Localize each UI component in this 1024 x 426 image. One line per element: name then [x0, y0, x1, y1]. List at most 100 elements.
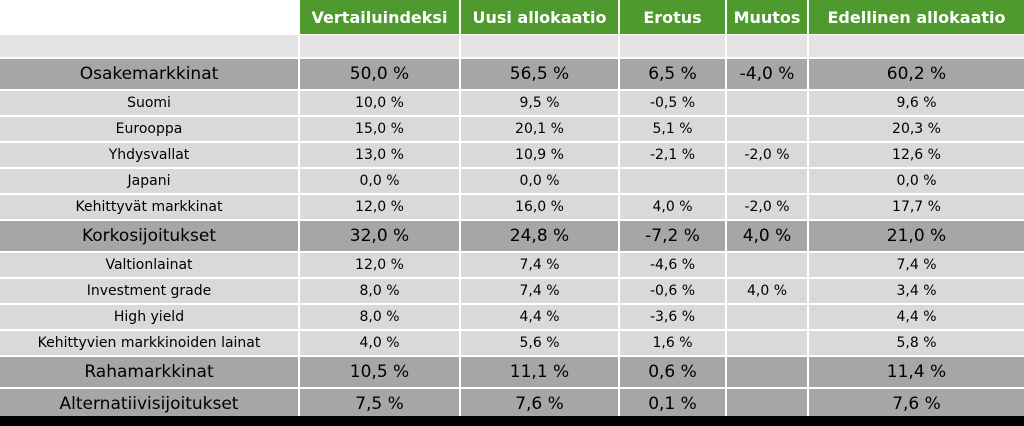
group-row: Rahamarkkinat 10,5 % 11,1 % 0,6 % 11,4 % — [0, 356, 1024, 389]
cell-category: Suomi — [0, 90, 300, 117]
cell-erotus: 6,5 % — [619, 58, 727, 91]
cell-muutos — [726, 116, 809, 143]
cell-vertailuindeksi: 10,0 % — [299, 90, 461, 117]
table-row: Investment grade 8,0 % 7,4 % -0,6 % 4,0 % 3,4… — [0, 278, 1024, 305]
cell-category: Alternatiivisijoitukset — [0, 388, 300, 421]
cell-edellinen-allokaatio: 4,4 % — [808, 304, 1024, 331]
cell-muutos — [726, 252, 809, 279]
cell-erotus: 4,0 % — [619, 194, 727, 221]
cell-vertailuindeksi: 50,0 % — [299, 58, 461, 91]
cell-category: Japani — [0, 168, 300, 195]
cell-vertailuindeksi: 10,5 % — [299, 356, 461, 389]
cell-uusi-allokaatio: 7,4 % — [460, 278, 620, 305]
cell-edellinen-allokaatio: 17,7 % — [808, 194, 1024, 221]
table-row: Valtionlainat 12,0 % 7,4 % -4,6 % 7,4 % — [0, 252, 1024, 279]
cell-uusi-allokaatio: 0,0 % — [460, 168, 620, 195]
cell-muutos — [726, 168, 809, 195]
header-erotus: Erotus — [619, 0, 727, 35]
cell-uusi-allokaatio: 16,0 % — [460, 194, 620, 221]
cell-category: Eurooppa — [0, 116, 300, 143]
cell-category: High yield — [0, 304, 300, 331]
cell-edellinen-allokaatio — [808, 34, 1024, 59]
table-row: Kehittyvien markkinoiden lainat 4,0 % 5,6 … — [0, 330, 1024, 357]
cell-muutos — [726, 304, 809, 331]
cell-vertailuindeksi: 12,0 % — [299, 194, 461, 221]
cell-uusi-allokaatio: 5,6 % — [460, 330, 620, 357]
cell-category: Kehittyvät markkinat — [0, 194, 300, 221]
cell-category: Rahamarkkinat — [0, 356, 300, 389]
cell-muutos — [726, 388, 809, 421]
cell-erotus: -3,6 % — [619, 304, 727, 331]
spacer-row — [0, 34, 1024, 59]
cell-uusi-allokaatio: 9,5 % — [460, 90, 620, 117]
cell-uusi-allokaatio: 20,1 % — [460, 116, 620, 143]
cell-erotus: -2,1 % — [619, 142, 727, 169]
header-uusi-allokaatio: Uusi allokaatio — [460, 0, 620, 35]
cell-erotus: 5,1 % — [619, 116, 727, 143]
group-row: Korkosijoitukset 32,0 % 24,8 % -7,2 % 4,0 % 2… — [0, 220, 1024, 253]
table-row: Eurooppa 15,0 % 20,1 % 5,1 % 20,3 % — [0, 116, 1024, 143]
group-row: Osakemarkkinat 50,0 % 56,5 % 6,5 % -4,0 % 60,… — [0, 58, 1024, 91]
cell-edellinen-allokaatio: 7,4 % — [808, 252, 1024, 279]
cell-erotus: 0,6 % — [619, 356, 727, 389]
cell-erotus: -4,6 % — [619, 252, 727, 279]
cell-muutos — [726, 330, 809, 357]
table-header: Vertailuindeksi Uusi allokaatio Erotus M… — [0, 0, 1024, 35]
cell-muutos: 4,0 % — [726, 278, 809, 305]
cell-uusi-allokaatio: 56,5 % — [460, 58, 620, 91]
cell-edellinen-allokaatio: 3,4 % — [808, 278, 1024, 305]
cell-vertailuindeksi: 8,0 % — [299, 304, 461, 331]
table-body: Osakemarkkinat 50,0 % 56,5 % 6,5 % -4,0 % 60,… — [0, 34, 1024, 421]
cell-erotus — [619, 168, 727, 195]
cell-erotus: 0,1 % — [619, 388, 727, 421]
cell-erotus — [619, 34, 727, 59]
cell-muutos — [726, 34, 809, 59]
cell-edellinen-allokaatio: 12,6 % — [808, 142, 1024, 169]
cell-vertailuindeksi: 32,0 % — [299, 220, 461, 253]
bottom-bar — [0, 416, 1024, 426]
header-vertailuindeksi: Vertailuindeksi — [299, 0, 461, 35]
header-cell-empty — [0, 0, 300, 35]
cell-edellinen-allokaatio: 9,6 % — [808, 90, 1024, 117]
cell-muutos — [726, 90, 809, 117]
cell-category: Korkosijoitukset — [0, 220, 300, 253]
cell-vertailuindeksi: 13,0 % — [299, 142, 461, 169]
cell-category: Investment grade — [0, 278, 300, 305]
table-row: High yield 8,0 % 4,4 % -3,6 % 4,4 % — [0, 304, 1024, 331]
cell-vertailuindeksi: 8,0 % — [299, 278, 461, 305]
cell-erotus: -0,6 % — [619, 278, 727, 305]
cell-vertailuindeksi: 7,5 % — [299, 388, 461, 421]
cell-erotus: -7,2 % — [619, 220, 727, 253]
cell-vertailuindeksi: 0,0 % — [299, 168, 461, 195]
cell-muutos — [726, 356, 809, 389]
cell-muutos: -2,0 % — [726, 142, 809, 169]
cell-category: Kehittyvien markkinoiden lainat — [0, 330, 300, 357]
cell-category: Valtionlainat — [0, 252, 300, 279]
cell-uusi-allokaatio: 7,4 % — [460, 252, 620, 279]
cell-erotus: 1,6 % — [619, 330, 727, 357]
cell-uusi-allokaatio: 4,4 % — [460, 304, 620, 331]
cell-uusi-allokaatio: 11,1 % — [460, 356, 620, 389]
cell-muutos: 4,0 % — [726, 220, 809, 253]
cell-vertailuindeksi: 12,0 % — [299, 252, 461, 279]
header-row: Vertailuindeksi Uusi allokaatio Erotus M… — [0, 0, 1024, 35]
cell-uusi-allokaatio — [460, 34, 620, 59]
cell-edellinen-allokaatio: 60,2 % — [808, 58, 1024, 91]
header-edellinen-allokaatio: Edellinen allokaatio — [808, 0, 1024, 35]
cell-uusi-allokaatio: 10,9 % — [460, 142, 620, 169]
cell-vertailuindeksi — [299, 34, 461, 59]
cell-edellinen-allokaatio: 20,3 % — [808, 116, 1024, 143]
table-row: Japani 0,0 % 0,0 % 0,0 % — [0, 168, 1024, 195]
group-row: Alternatiivisijoitukset 7,5 % 7,6 % 0,1 % 7,… — [0, 388, 1024, 421]
table-row: Suomi 10,0 % 9,5 % -0,5 % 9,6 % — [0, 90, 1024, 117]
table-row: Yhdysvallat 13,0 % 10,9 % -2,1 % -2,0 % 12,6 … — [0, 142, 1024, 169]
cell-edellinen-allokaatio: 0,0 % — [808, 168, 1024, 195]
cell-vertailuindeksi: 4,0 % — [299, 330, 461, 357]
cell-edellinen-allokaatio: 7,6 % — [808, 388, 1024, 421]
cell-erotus: -0,5 % — [619, 90, 727, 117]
cell-vertailuindeksi: 15,0 % — [299, 116, 461, 143]
cell-muutos: -4,0 % — [726, 58, 809, 91]
cell-category: Yhdysvallat — [0, 142, 300, 169]
